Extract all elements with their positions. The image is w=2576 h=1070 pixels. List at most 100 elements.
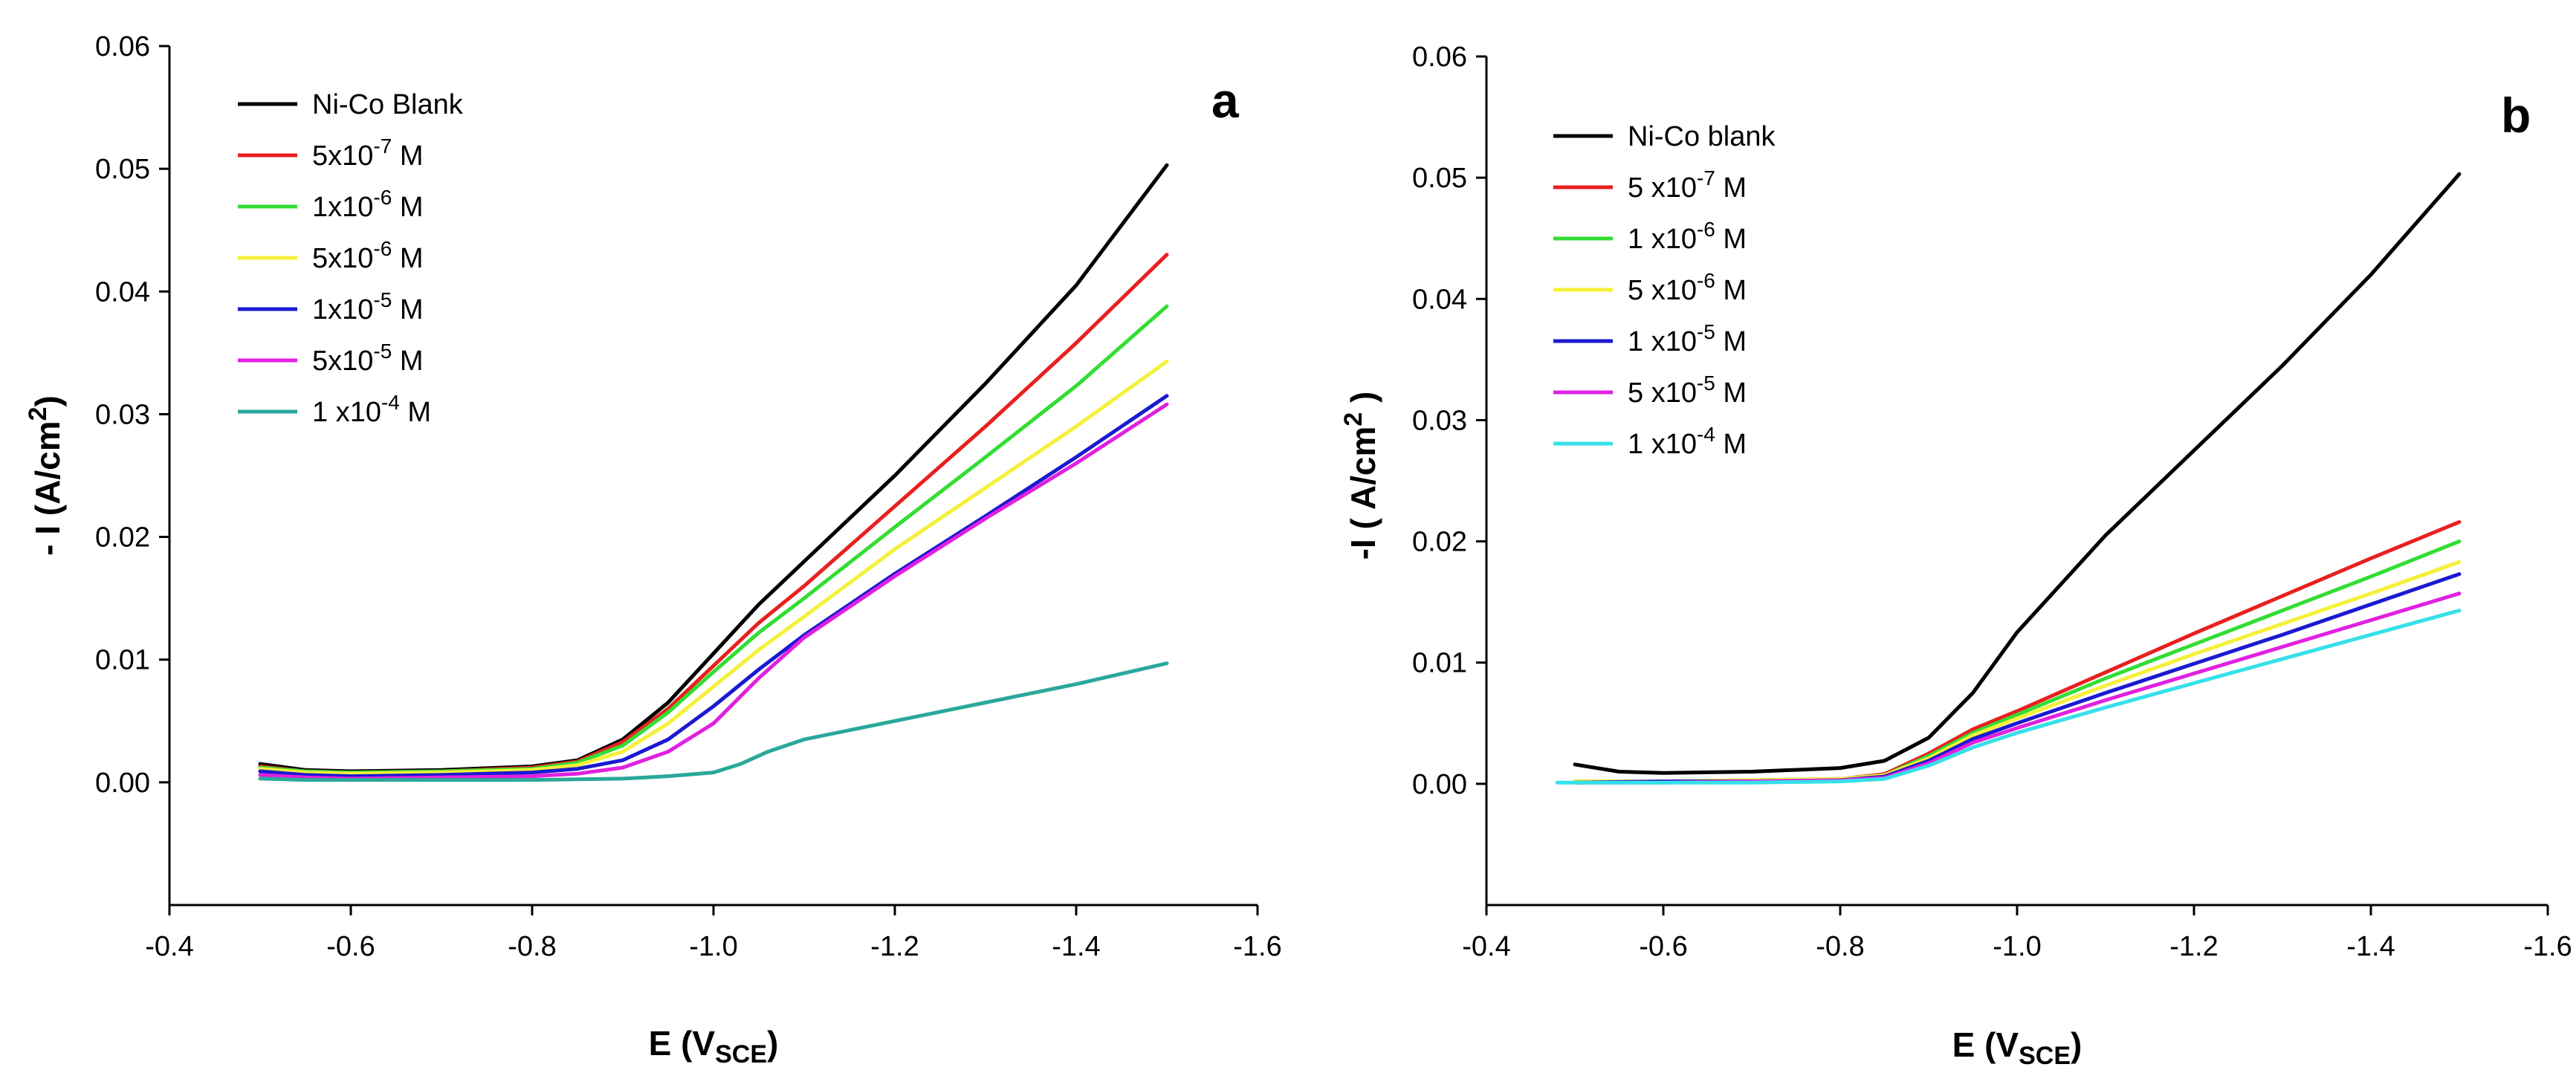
legend-label: 1 x10-5 M [1628, 320, 1747, 357]
x-tick-label: -1.0 [689, 931, 737, 962]
legend-label: 5x10-6 M [312, 237, 424, 274]
legend-label-exponent: -5 [1697, 372, 1715, 395]
legend-label-exponent: -6 [373, 186, 392, 209]
x-axis-label-subscript: SCE [2019, 1042, 2071, 1070]
x-tick-label: -1.0 [1993, 931, 2041, 962]
legend-label-unit: M [392, 140, 423, 172]
legend-label-base: 5 x10 [1628, 377, 1697, 409]
y-axis-label: -I ( A/cm2 ) [1339, 392, 1382, 560]
y-tick-label: 0.04 [1412, 284, 1467, 315]
legend-label-exponent: -5 [1697, 320, 1715, 343]
y-tick-label: 0.05 [95, 154, 150, 185]
x-axis-label: E (VSCE) [1952, 1025, 2083, 1070]
legend-label-base: 5x10 [312, 140, 373, 172]
legend-label: 5x10-7 M [312, 134, 424, 172]
series-line-6 [258, 402, 1169, 781]
y-tick-label: 0.03 [1412, 405, 1467, 436]
legend-label: 5 x10-5 M [1628, 372, 1747, 409]
y-tick-label: 0.00 [95, 768, 150, 799]
series-line-2 [1573, 520, 2462, 784]
x-tick-label: -0.8 [508, 931, 556, 962]
legend-label-base: 1 x10 [312, 397, 381, 428]
x-axis-label: E (VSCE) [649, 1024, 779, 1069]
y-tick-label: 0.02 [1412, 527, 1467, 558]
legend-label-exponent: -6 [1697, 218, 1715, 241]
chart-panel-a: 0.00 0.01 0.02 0.03 0.04 0.05 0.06 -0.4 -0.6 -0.8… [24, 31, 1282, 1069]
legend-label-exponent: -6 [1697, 269, 1715, 292]
y-tick-label: 0.06 [95, 31, 150, 62]
x-tick-label: -0.4 [145, 931, 193, 962]
legend-label-exponent: -4 [1697, 423, 1715, 446]
legend-label: 5 x10-6 M [1628, 269, 1747, 306]
legend-label-base: Ni-Co Blank [312, 89, 464, 120]
legend-label-base: 5x10 [312, 243, 373, 274]
legend-label: 1x10-5 M [312, 288, 424, 325]
x-axis-label-main: E (V [1952, 1025, 2019, 1064]
legend-label-base: 1 x10 [1628, 224, 1697, 255]
y-axis-label-main: -I ( A/cm [1344, 427, 1382, 560]
legend-label: 1 x10-6 M [1628, 218, 1747, 255]
legend-label-exponent: -6 [373, 237, 392, 260]
x-tick-label: -1.2 [870, 931, 919, 962]
x-tick-label: -1.6 [1233, 931, 1281, 962]
series-line-1 [1573, 172, 2462, 775]
legend-label-unit: M [1715, 326, 1747, 357]
legend-label-unit: M [1715, 275, 1747, 306]
series-line-5 [258, 394, 1169, 779]
panel-letter: a [1211, 73, 1240, 128]
legend-label-unit: M [1715, 172, 1747, 204]
x-axis-label-close: ) [2071, 1025, 2082, 1064]
legend-label-unit: M [400, 397, 431, 428]
x-axis-label-close: ) [767, 1024, 778, 1063]
legend-label-base: 1 x10 [1628, 326, 1697, 357]
series-line-5 [1573, 572, 2462, 785]
x-tick-label: -1.4 [1052, 931, 1100, 962]
y-tick-label: 0.01 [1412, 648, 1467, 679]
legend-label-base: 5 x10 [1628, 172, 1697, 204]
y-tick-label: 0.03 [95, 399, 150, 430]
legend-label-exponent: -5 [373, 288, 392, 311]
x-tick-label: -0.8 [1816, 931, 1864, 962]
legend-label-exponent: -7 [1697, 166, 1715, 189]
series-line-4 [258, 359, 1169, 776]
y-axis-label-superscript: 2 [1339, 412, 1368, 427]
x-tick-label: -1.4 [2346, 931, 2395, 962]
legend-label: 1 x10-4 M [1628, 423, 1747, 460]
legend-label-base: 1x10 [312, 192, 373, 223]
legend-label-base: 5 x10 [1628, 275, 1697, 306]
y-tick-label: 0.00 [1412, 769, 1467, 800]
chart-panel-b: 0.00 0.01 0.02 0.03 0.04 0.05 0.06 -0.4 -0.6 -0.8… [1339, 42, 2572, 1070]
series-line-7 [258, 661, 1169, 782]
legend-label: 1x10-6 M [312, 186, 424, 223]
legend-label-exponent: -7 [373, 134, 392, 158]
legend-label-unit: M [392, 192, 423, 223]
y-axis-label-main: - I (A/cm [28, 421, 67, 555]
legend-label-exponent: -5 [373, 340, 392, 363]
x-axis-label-subscript: SCE [715, 1040, 767, 1069]
legend-label-base: 1x10 [312, 294, 373, 325]
legend-label-unit: M [392, 243, 423, 274]
legend-label: 5 x10-7 M [1628, 166, 1747, 204]
legend-label-base: Ni-Co blank [1628, 121, 1776, 152]
legend-label: 1 x10-4 M [312, 391, 431, 428]
series-line-7 [1555, 609, 2462, 785]
legend-label: 5x10-5 M [312, 340, 424, 377]
legend-label-base: 5x10 [312, 346, 373, 377]
y-axis-label: - I (A/cm2) [24, 395, 67, 556]
y-axis-label-close: ) [28, 395, 67, 406]
legend-label-unit: M [392, 294, 423, 325]
y-tick-label: 0.05 [1412, 163, 1467, 194]
y-tick-label: 0.04 [95, 276, 150, 308]
legend-label-exponent: -4 [381, 391, 400, 414]
panel-letter: b [2501, 88, 2531, 143]
legend-label-unit: M [1715, 429, 1747, 460]
y-axis-label-superscript: 2 [24, 406, 52, 421]
legend-label-unit: M [1715, 224, 1747, 255]
y-tick-label: 0.01 [95, 645, 150, 676]
x-axis-label-main: E (V [649, 1024, 716, 1063]
x-tick-label: -0.4 [1462, 931, 1510, 962]
y-tick-label: 0.02 [95, 522, 150, 554]
series-line-6 [1573, 591, 2462, 785]
